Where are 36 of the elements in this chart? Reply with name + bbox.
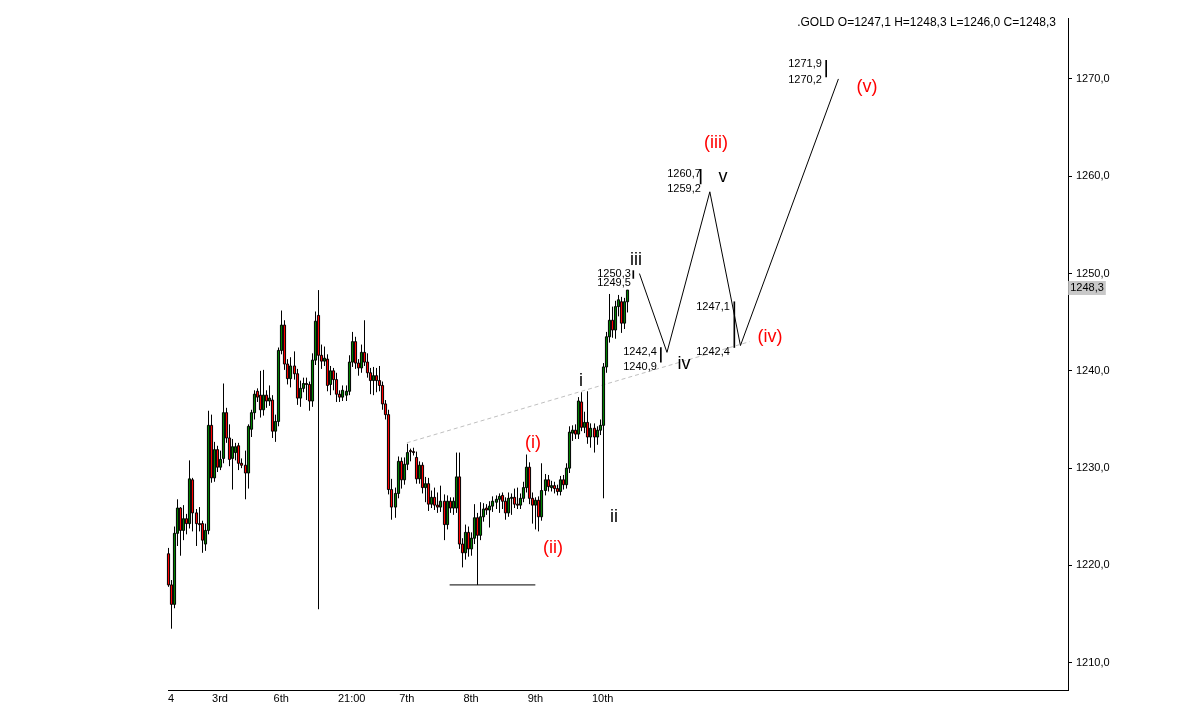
annotation: ii (610, 505, 618, 526)
annotation: 1260,7 (667, 167, 701, 180)
annotation: i (579, 369, 583, 390)
x-tick-label: 21:00 (337, 691, 366, 704)
annotation: (iii) (704, 131, 728, 152)
x-tick-label: 10th (591, 691, 614, 704)
y-tick-label: 1220,0 (1076, 558, 1110, 571)
y-tick-label: 1270,0 (1076, 71, 1110, 84)
annotation: iv (677, 352, 691, 373)
annotation: 1250,3 (597, 267, 631, 280)
annotation: 1247,1 (696, 300, 730, 313)
annotation: (i) (525, 431, 541, 452)
y-tick-label: 1210,0 (1076, 655, 1110, 668)
x-tick-label: 9th (527, 691, 543, 704)
annotation: 1240,9 (623, 360, 657, 373)
text: 1248,3 (1070, 281, 1104, 294)
x-tick-label: 3rd (212, 691, 228, 704)
y-tick-label: 1240,0 (1076, 363, 1110, 376)
annotation: v (718, 165, 728, 186)
annotation: 1270,2 (788, 73, 822, 86)
x-tick-label: 6th (273, 691, 289, 704)
annotation: (iv) (757, 325, 783, 346)
chart-title: .GOLD O=1247,1 H=1248,3 L=1246,0 C=1248,3 (797, 15, 1057, 30)
annotation: (v) (856, 75, 878, 96)
annotation: 1242,4 (696, 345, 730, 358)
y-tick-label: 1230,0 (1076, 461, 1110, 474)
x-tick-label: 7th (399, 691, 415, 704)
annotation: (ii) (543, 536, 563, 557)
x-tick-label: 8th (463, 691, 479, 704)
y-tick-label: 1250,0 (1076, 266, 1110, 279)
annotation: 1271,9 (788, 57, 822, 70)
annotation: iii (630, 248, 642, 269)
annotation: 1259,2 (667, 182, 701, 195)
y-tick-label: 1260,0 (1076, 169, 1110, 182)
x-tick-label: 4 (168, 691, 175, 704)
annotation: 1242,4 (623, 345, 657, 358)
